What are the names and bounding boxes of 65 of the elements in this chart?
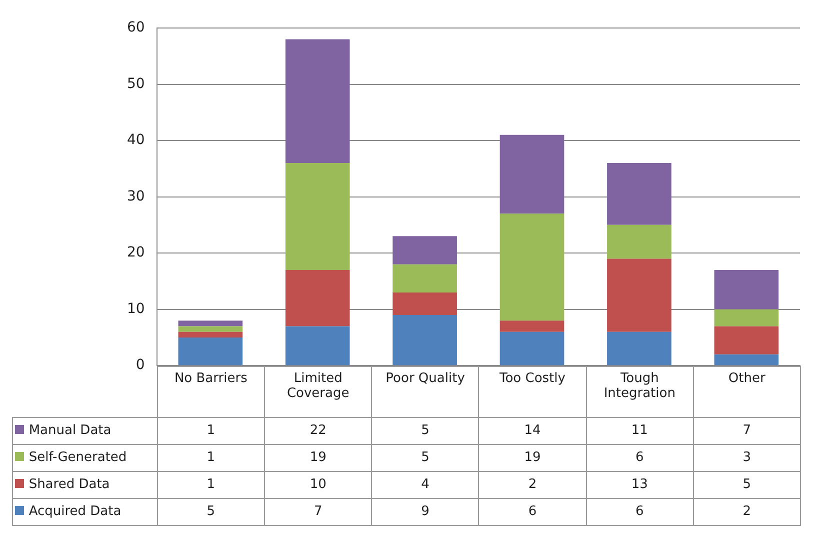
data-label: 5 — [372, 417, 479, 444]
data-label: 5 — [693, 471, 800, 498]
bar — [607, 258, 672, 332]
x-tick-label: Other — [693, 366, 800, 418]
bar — [178, 320, 243, 326]
data-label: 11 — [586, 417, 694, 444]
bar — [178, 337, 243, 366]
bar — [392, 292, 457, 315]
x-tick-label: Too Costly — [478, 366, 586, 418]
y-tick-label: 40 — [126, 132, 145, 148]
bar — [392, 236, 457, 264]
bar — [500, 134, 564, 214]
data-label: 10 — [264, 471, 372, 498]
bar — [607, 224, 672, 259]
data-label: 3 — [693, 444, 800, 472]
bar — [500, 332, 564, 366]
bar — [714, 270, 779, 310]
data-label: 5 — [372, 444, 479, 472]
data-label: 4 — [372, 471, 479, 498]
y-tick-label: 60 — [126, 20, 145, 36]
data-label: 1 — [157, 417, 264, 444]
data-label: 7 — [264, 498, 372, 526]
data-label: 1 — [157, 471, 264, 498]
bar — [392, 314, 457, 366]
data-label: 5 — [157, 498, 264, 526]
bar — [178, 326, 243, 332]
bar — [714, 309, 779, 326]
x-tick-label: Tough Integration — [586, 366, 694, 418]
bar — [285, 163, 350, 270]
bar — [285, 270, 350, 326]
legend-label: Acquired Data — [12, 498, 158, 526]
bar — [607, 163, 672, 225]
y-tick-label: 0 — [136, 357, 145, 374]
data-label: 6 — [586, 444, 694, 472]
legend-label: Manual Data — [12, 417, 158, 444]
bar — [500, 320, 564, 332]
bar — [500, 214, 564, 321]
x-tick-label: Poor Quality — [372, 366, 479, 418]
data-label: 14 — [478, 417, 586, 444]
legend-label: Shared Data — [12, 471, 158, 498]
x-tick-label: No Barriers — [157, 366, 264, 418]
data-label: 1 — [157, 444, 264, 472]
y-tick-label: 10 — [126, 300, 145, 317]
data-label: 6 — [586, 498, 694, 526]
data-label: 19 — [264, 444, 372, 472]
bar — [285, 39, 350, 164]
y-tick-label: 20 — [126, 244, 145, 261]
data-label: 6 — [478, 498, 586, 526]
data-label: 2 — [478, 471, 586, 498]
y-tick-label: 30 — [126, 188, 145, 204]
bar — [714, 326, 779, 354]
y-tick-label: 50 — [126, 76, 145, 92]
data-label: 2 — [693, 498, 800, 526]
data-label: 9 — [372, 498, 479, 526]
legend-label: Self-Generated — [12, 444, 158, 472]
bar — [392, 264, 457, 292]
data-label: 19 — [478, 444, 586, 472]
bar — [714, 354, 779, 366]
bar — [607, 332, 672, 366]
bar — [285, 326, 350, 366]
data-label: 22 — [264, 417, 372, 444]
data-label: 7 — [693, 417, 800, 444]
bar — [178, 332, 243, 338]
x-tick-label: Limited Coverage — [264, 366, 372, 418]
data-label: 13 — [586, 471, 694, 498]
